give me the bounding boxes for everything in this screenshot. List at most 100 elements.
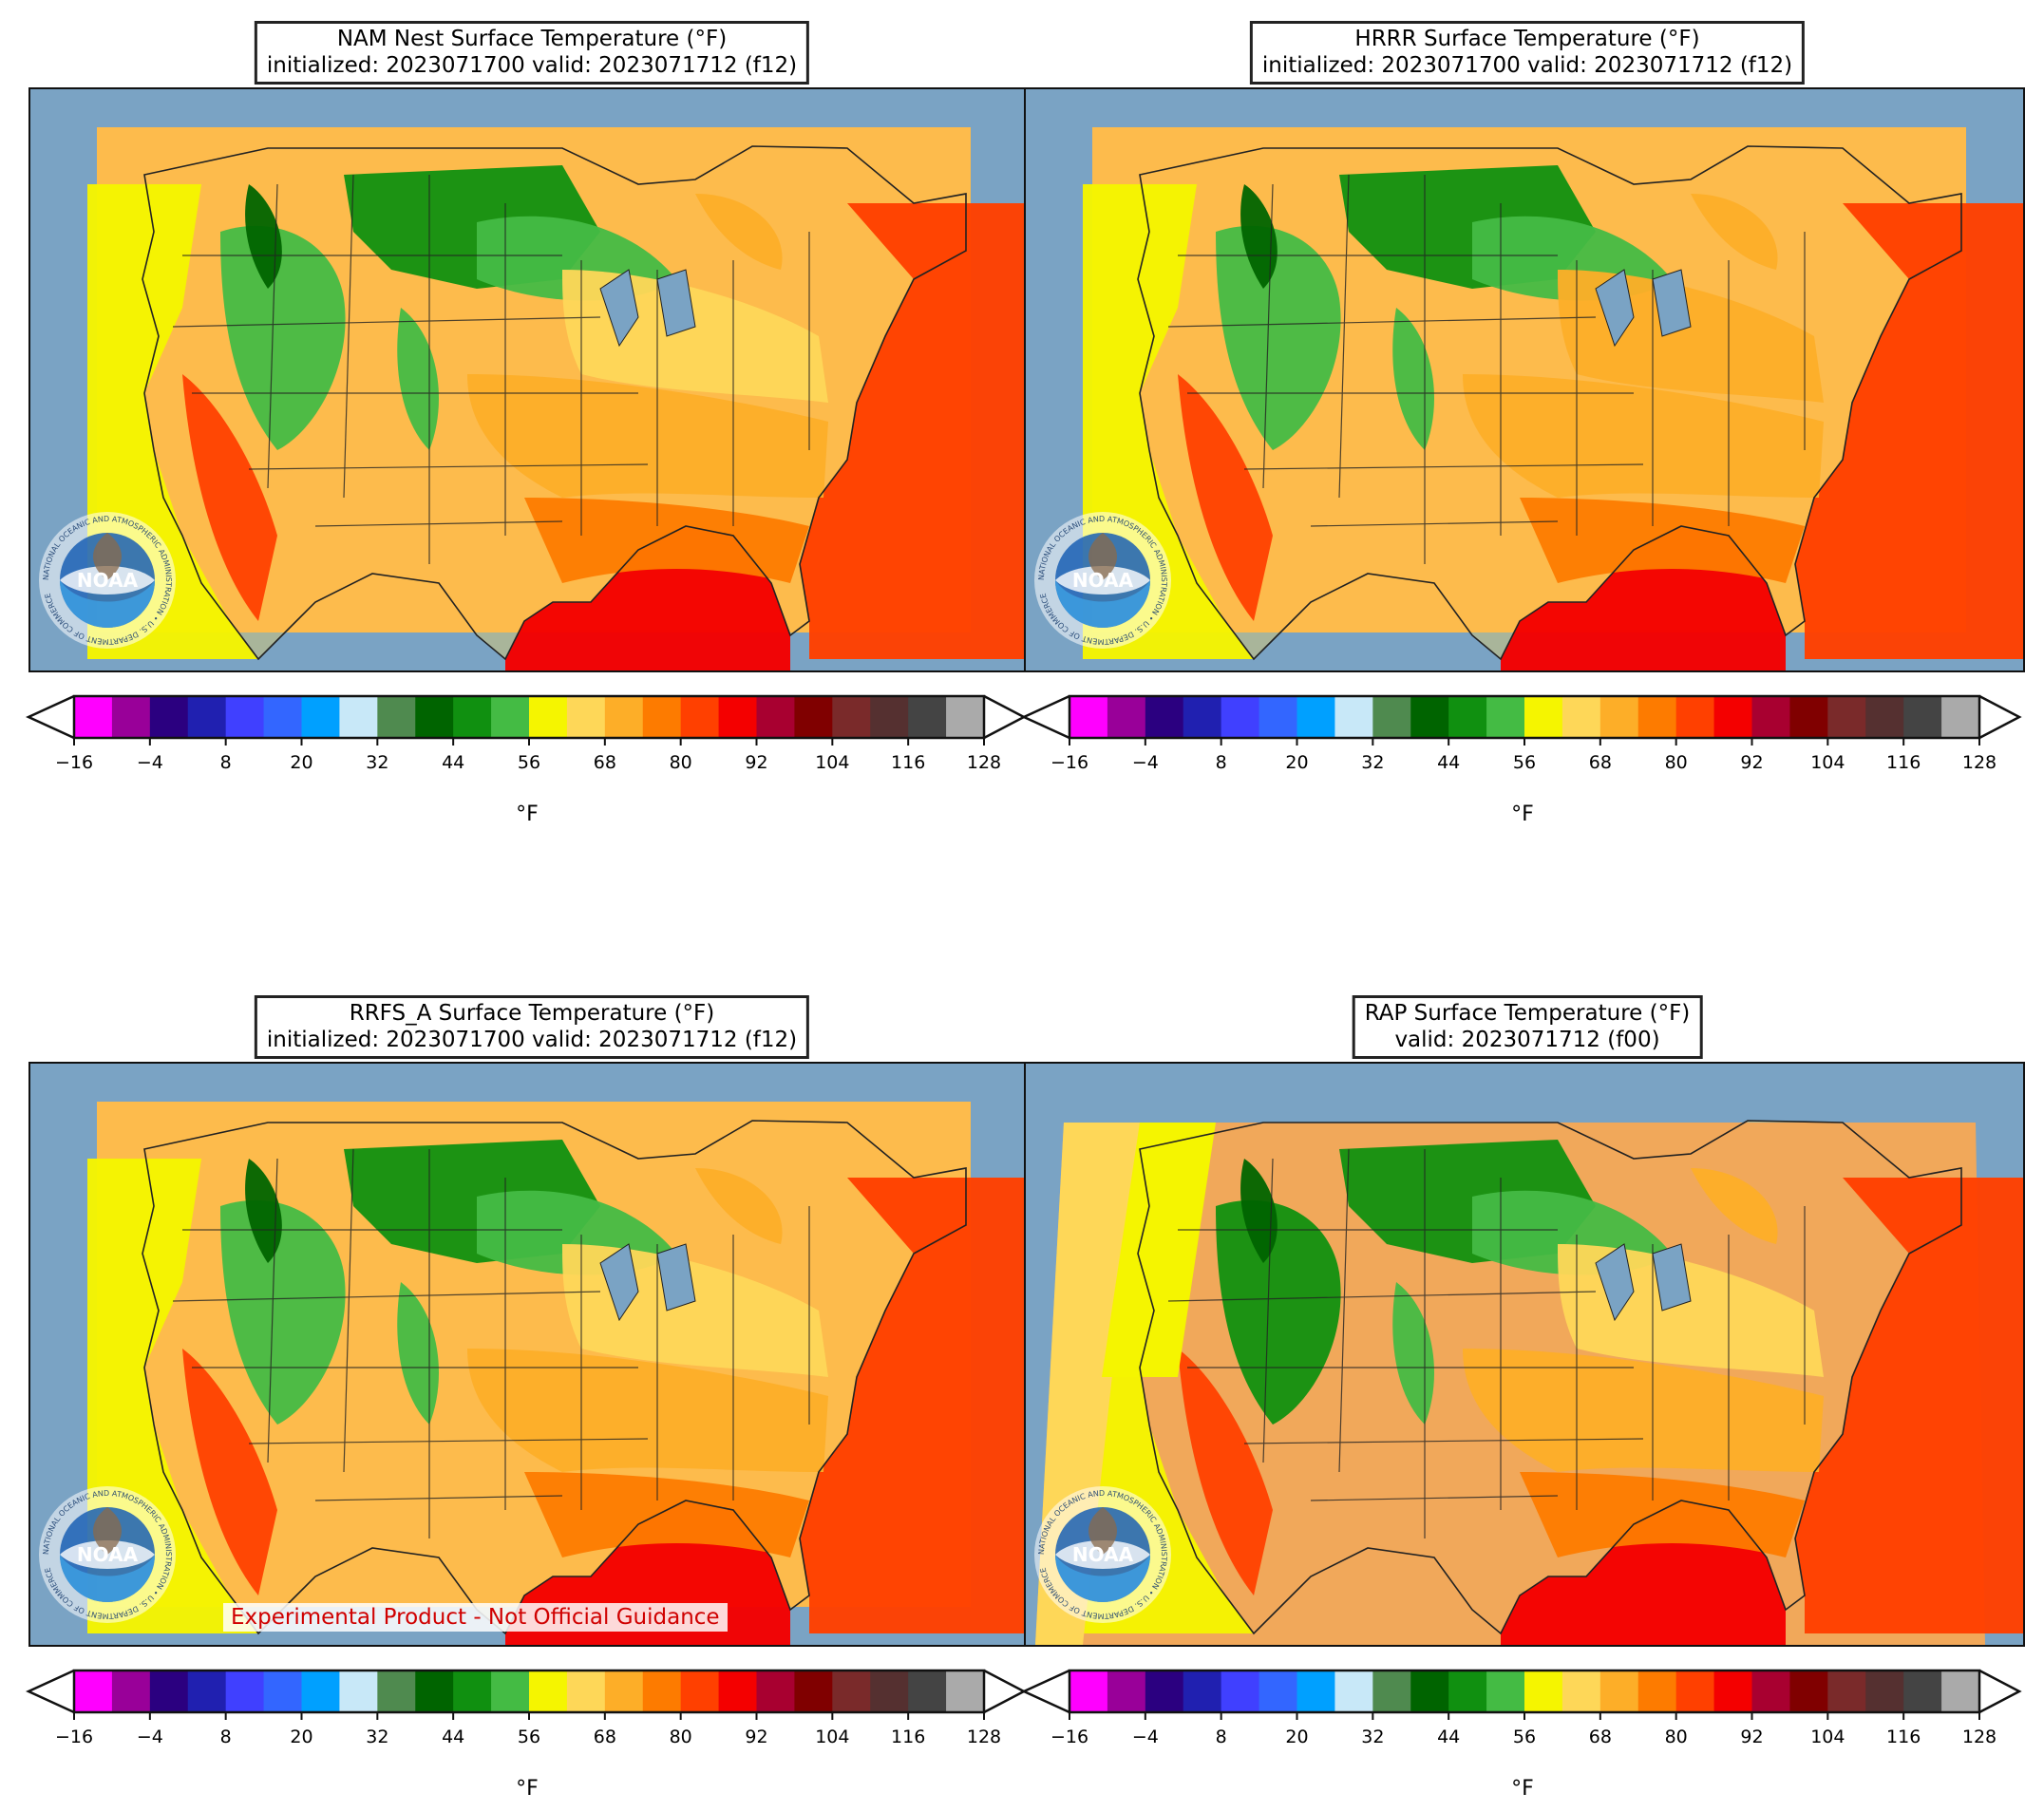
colorbar-swatch	[377, 696, 416, 738]
colorbar-swatch	[718, 696, 757, 738]
colorbar-swatch	[149, 696, 189, 738]
colorbar-swatch	[946, 696, 985, 738]
colorbar-swatch	[263, 1670, 302, 1712]
svg-text:NOAA: NOAA	[1072, 1543, 1134, 1566]
colorbar-swatch	[604, 696, 644, 738]
colorbar-swatch	[1410, 696, 1449, 738]
colorbar-swatch	[1713, 1670, 1752, 1712]
colorbar-tick-label: 80	[670, 752, 692, 773]
colorbar-swatch	[870, 696, 909, 738]
colorbar-tick-label: 80	[1665, 1727, 1688, 1747]
colorbar-tick-label: −4	[137, 752, 163, 773]
colorbar-swatch	[908, 696, 947, 738]
colorbar-tick-label: 68	[1589, 752, 1612, 773]
colorbar-swatch	[1410, 1670, 1449, 1712]
title-line2: initialized: 2023071700 valid: 202307171…	[266, 53, 798, 78]
noaa-logo: NOAA NATIONAL OCEANIC AND ATMOSPHERIC ADM…	[36, 509, 179, 651]
colorbar-tick-label: 92	[745, 1727, 767, 1747]
colorbar-unit: °F	[1511, 1777, 1534, 1801]
colorbar-swatch	[187, 1670, 227, 1712]
colorbar-swatch	[187, 696, 227, 738]
colorbar-swatch	[1865, 1670, 1904, 1712]
colorbar-swatch	[301, 1670, 340, 1712]
panel-title: NAM Nest Surface Temperature (°F) initia…	[254, 21, 810, 85]
colorbar-swatch	[1865, 696, 1904, 738]
colorbar-tick-label: 20	[1285, 752, 1308, 773]
colorbar-swatch	[1296, 696, 1335, 738]
colorbar-swatch	[263, 696, 302, 738]
svg-text:NOAA: NOAA	[1072, 569, 1134, 592]
colorbar-tick-label: 56	[518, 752, 540, 773]
colorbar-swatch	[1789, 696, 1828, 738]
colorbar-swatch	[1183, 1670, 1222, 1712]
colorbar-swatch	[642, 696, 682, 738]
colorbar-swatch	[111, 1670, 151, 1712]
colorbar-tick-label: 44	[442, 752, 464, 773]
colorbar-swatch	[377, 1670, 416, 1712]
colorbar-swatch	[1561, 1670, 1601, 1712]
colorbar-tick-label: 8	[1216, 1727, 1227, 1747]
colorbar-tick-label: 44	[1437, 1727, 1460, 1747]
title-line1: RRFS_A Surface Temperature (°F)	[349, 1001, 715, 1026]
panel-title: RRFS_A Surface Temperature (°F) initiali…	[254, 995, 810, 1059]
colorbar-swatch	[908, 1670, 947, 1712]
noaa-logo: NOAA NATIONAL OCEANIC AND ATMOSPHERIC ADM…	[36, 1483, 179, 1626]
colorbar-tick-label: 32	[366, 752, 388, 773]
colorbar-swatch	[1941, 696, 1980, 738]
colorbar-tick-label: 32	[1361, 752, 1384, 773]
colorbar-tick-label: 56	[1513, 752, 1536, 773]
svg-text:NOAA: NOAA	[77, 1543, 139, 1566]
temperature-map: NOAA NATIONAL OCEANIC AND ATMOSPHERIC ADM…	[28, 1062, 1030, 1647]
colorbar-swatch	[1334, 1670, 1373, 1712]
title-line2: initialized: 2023071700 valid: 202307171…	[1261, 53, 1793, 78]
colorbar-swatch	[1296, 1670, 1335, 1712]
colorbar: −16 −4 8 20 32 44 56 68 80 92 104 116 128	[25, 1665, 1027, 1779]
colorbar-swatch	[529, 1670, 568, 1712]
colorbar-swatch	[1903, 1670, 1942, 1712]
title-line1: RAP Surface Temperature (°F)	[1364, 1001, 1691, 1026]
title-line2: valid: 2023071712 (f00)	[1394, 1028, 1660, 1052]
colorbar-swatch	[1221, 1670, 1260, 1712]
colorbar-tick-label: 8	[220, 1727, 232, 1747]
panel-rap: RAP Surface Temperature (°F) valid: 2023…	[1020, 995, 2031, 1812]
colorbar-tick-label: 56	[1513, 1727, 1536, 1747]
colorbar-unit: °F	[1511, 802, 1534, 826]
noaa-logo: NOAA NATIONAL OCEANIC AND ATMOSPHERIC ADM…	[1031, 509, 1174, 651]
colorbar-swatch	[74, 696, 113, 738]
colorbar-swatch	[1221, 696, 1260, 738]
colorbar-swatch	[718, 1670, 757, 1712]
colorbar-swatch	[1448, 696, 1487, 738]
colorbar-swatch	[453, 696, 492, 738]
colorbar-swatch	[566, 696, 606, 738]
colorbar-swatch	[832, 1670, 871, 1712]
colorbar-swatch	[1334, 696, 1373, 738]
colorbar-swatch	[1827, 1670, 1866, 1712]
colorbar: −16 −4 8 20 32 44 56 68 80 92 104 116 128	[1020, 1665, 2022, 1779]
colorbar-tick-label: 128	[967, 752, 1001, 773]
colorbar-tick-label: 68	[594, 752, 616, 773]
colorbar-swatch	[1599, 696, 1639, 738]
colorbar-swatch	[1486, 696, 1525, 738]
colorbar-tick-label: 44	[442, 1727, 464, 1747]
colorbar-swatch	[149, 1670, 189, 1712]
colorbar-swatch	[756, 696, 795, 738]
title-line2: initialized: 2023071700 valid: 202307171…	[266, 1028, 798, 1052]
colorbar-swatch	[604, 1670, 644, 1712]
colorbar-tick-label: 8	[220, 752, 232, 773]
colorbar-tick-label: −16	[1050, 1727, 1088, 1747]
panel-title: RAP Surface Temperature (°F) valid: 2023…	[1352, 995, 1703, 1059]
colorbar-swatch	[1713, 696, 1752, 738]
colorbar-tick-label: −16	[55, 1727, 93, 1747]
colorbar-tick-label: 80	[670, 1727, 692, 1747]
colorbar-swatch	[1259, 1670, 1297, 1712]
colorbar-tick-label: 20	[290, 1727, 312, 1747]
colorbar-swatch	[1069, 1670, 1108, 1712]
colorbar-swatch	[1524, 696, 1563, 738]
experimental-disclaimer: Experimental Product - Not Official Guid…	[223, 1603, 728, 1632]
colorbar-tick-label: 20	[290, 752, 312, 773]
colorbar-swatch	[1561, 696, 1601, 738]
svg-text:NOAA: NOAA	[77, 569, 139, 592]
colorbar-swatch	[1107, 1670, 1146, 1712]
colorbar-swatch	[1637, 1670, 1677, 1712]
colorbar-swatch	[1448, 1670, 1487, 1712]
